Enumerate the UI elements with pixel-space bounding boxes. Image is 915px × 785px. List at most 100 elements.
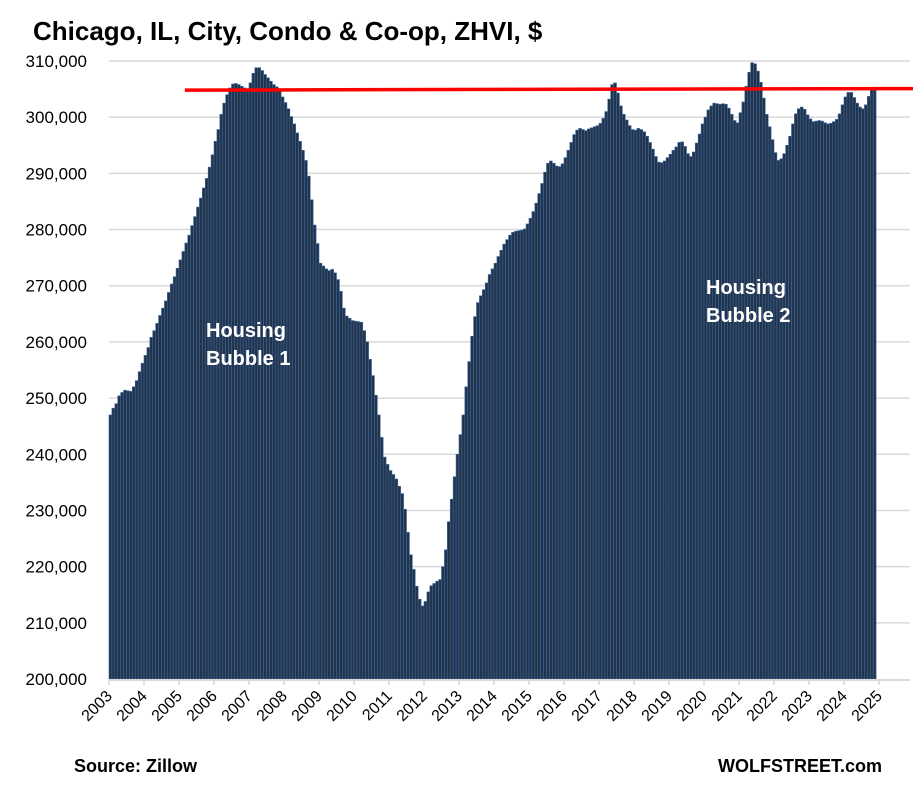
y-tick-label: 260,000: [26, 333, 87, 352]
bar: [137, 371, 142, 680]
bar: [260, 70, 264, 680]
bar: [511, 232, 515, 680]
bar: [642, 131, 646, 680]
bar: [522, 228, 527, 680]
bar: [814, 120, 819, 680]
bar: [409, 554, 413, 680]
bar: [458, 434, 463, 680]
bar: [712, 102, 716, 680]
bar: [624, 119, 629, 680]
y-tick-label: 300,000: [26, 108, 87, 127]
bar: [274, 86, 279, 680]
bar: [210, 154, 215, 680]
bar: [592, 126, 597, 680]
bar: [826, 123, 830, 680]
bar: [330, 269, 334, 680]
y-tick-label: 310,000: [26, 52, 87, 71]
x-tick-label: 2014: [464, 688, 501, 725]
bar: [872, 87, 877, 680]
y-tick-label: 210,000: [26, 614, 87, 633]
bar: [199, 197, 203, 680]
x-tick-label: 2006: [184, 688, 221, 725]
bar: [490, 268, 495, 680]
bar: [805, 114, 810, 680]
x-tick-label: 2004: [114, 688, 151, 725]
bar: [257, 67, 261, 680]
bar: [680, 141, 684, 680]
bar: [499, 250, 504, 680]
bar: [729, 114, 734, 680]
bar: [333, 272, 337, 680]
bar: [318, 262, 323, 680]
bar: [295, 132, 299, 680]
bar: [289, 116, 294, 680]
bar: [525, 223, 530, 680]
bar: [584, 130, 588, 680]
x-tick-label: 2011: [359, 688, 395, 724]
bar: [674, 146, 679, 680]
bar: [379, 437, 384, 680]
bar: [368, 359, 372, 680]
bar: [248, 82, 253, 680]
bar: [519, 229, 524, 680]
bar: [741, 101, 746, 680]
bar: [406, 532, 410, 680]
bar: [543, 171, 547, 680]
bar: [362, 330, 366, 680]
bar: [648, 142, 652, 680]
bar: [514, 230, 518, 680]
bar: [808, 118, 813, 680]
bar: [744, 85, 749, 680]
x-tick-label: 2003: [79, 688, 116, 725]
bar: [327, 270, 331, 680]
bar: [269, 80, 273, 680]
bar: [689, 156, 693, 680]
bar: [840, 104, 845, 680]
bar: [546, 162, 550, 680]
bar: [549, 160, 553, 680]
bar: [231, 83, 235, 680]
bar: [718, 103, 722, 680]
bar: [292, 123, 296, 680]
bar: [403, 509, 407, 680]
bar: [677, 142, 681, 680]
bar: [321, 265, 326, 680]
bar: [412, 569, 416, 680]
bar: [487, 274, 492, 680]
bar: [639, 129, 644, 680]
bar: [852, 97, 856, 680]
bar: [196, 206, 200, 680]
bar: [776, 160, 781, 680]
bar: [659, 162, 664, 680]
bar: [423, 601, 428, 680]
bar: [610, 84, 614, 680]
bar: [263, 74, 267, 680]
bar: [184, 242, 189, 680]
bar: [636, 128, 641, 680]
bar: [724, 103, 728, 680]
y-tick-label: 200,000: [26, 670, 87, 689]
bar: [467, 361, 471, 680]
bar: [846, 92, 851, 680]
bar: [598, 123, 603, 680]
reference-line: [184, 86, 914, 92]
bar: [703, 116, 708, 680]
bar: [382, 456, 387, 680]
bar: [152, 330, 156, 680]
bar: [356, 321, 361, 680]
bar: [709, 105, 714, 680]
bar: [140, 362, 145, 680]
bar: [616, 92, 620, 680]
bar: [534, 202, 539, 680]
bar: [190, 225, 194, 680]
bar: [867, 96, 871, 680]
bar: [517, 230, 521, 680]
bar: [202, 187, 206, 680]
bar: [508, 234, 512, 680]
bar: [557, 166, 562, 680]
bar: [245, 88, 250, 680]
x-tick-label: 2015: [499, 688, 536, 725]
bar: [607, 98, 611, 680]
bar: [782, 153, 786, 680]
bar: [237, 84, 241, 680]
